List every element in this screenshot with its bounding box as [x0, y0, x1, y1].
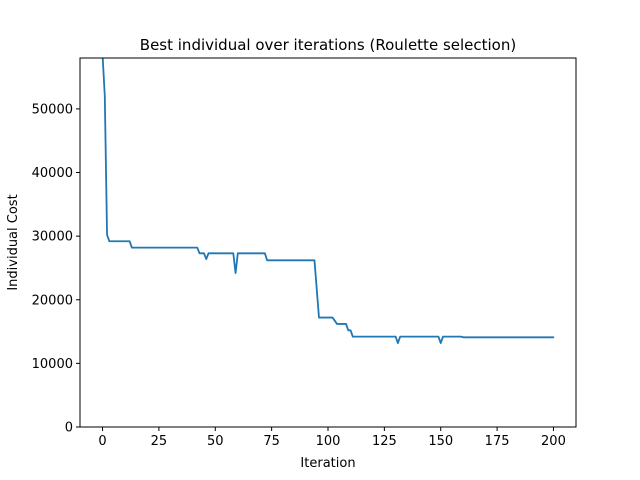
x-tick-label: 50 — [207, 434, 224, 449]
line-layer — [101, 58, 555, 344]
x-tick-label: 100 — [316, 434, 341, 449]
x-tick-label: 0 — [98, 434, 106, 449]
x-tick-label: 200 — [541, 434, 566, 449]
y-axis-label: Individual Cost — [6, 194, 21, 290]
ticks-layer: 0 25 50 75 100 125 150 175 200 0 10000 20000 30000 40… — [32, 102, 566, 449]
x-axis-label: Iteration — [300, 456, 355, 471]
y-tick-label: 20000 — [32, 293, 73, 308]
x-tick-label: 25 — [151, 434, 168, 449]
y-tick-label: 0 — [65, 421, 73, 436]
y-tick-label: 30000 — [32, 230, 73, 245]
chart-title: Best individual over iterations (Roulett… — [140, 36, 516, 54]
series-line — [101, 58, 555, 344]
y-tick-label: 10000 — [32, 357, 73, 372]
x-tick-label: 175 — [485, 434, 510, 449]
plot-frame — [79, 57, 577, 428]
y-tick-label: 50000 — [32, 102, 73, 117]
x-tick-label: 150 — [428, 434, 453, 449]
y-tick-label: 40000 — [32, 166, 73, 181]
x-tick-label: 75 — [263, 434, 280, 449]
x-tick-label: 125 — [372, 434, 397, 449]
